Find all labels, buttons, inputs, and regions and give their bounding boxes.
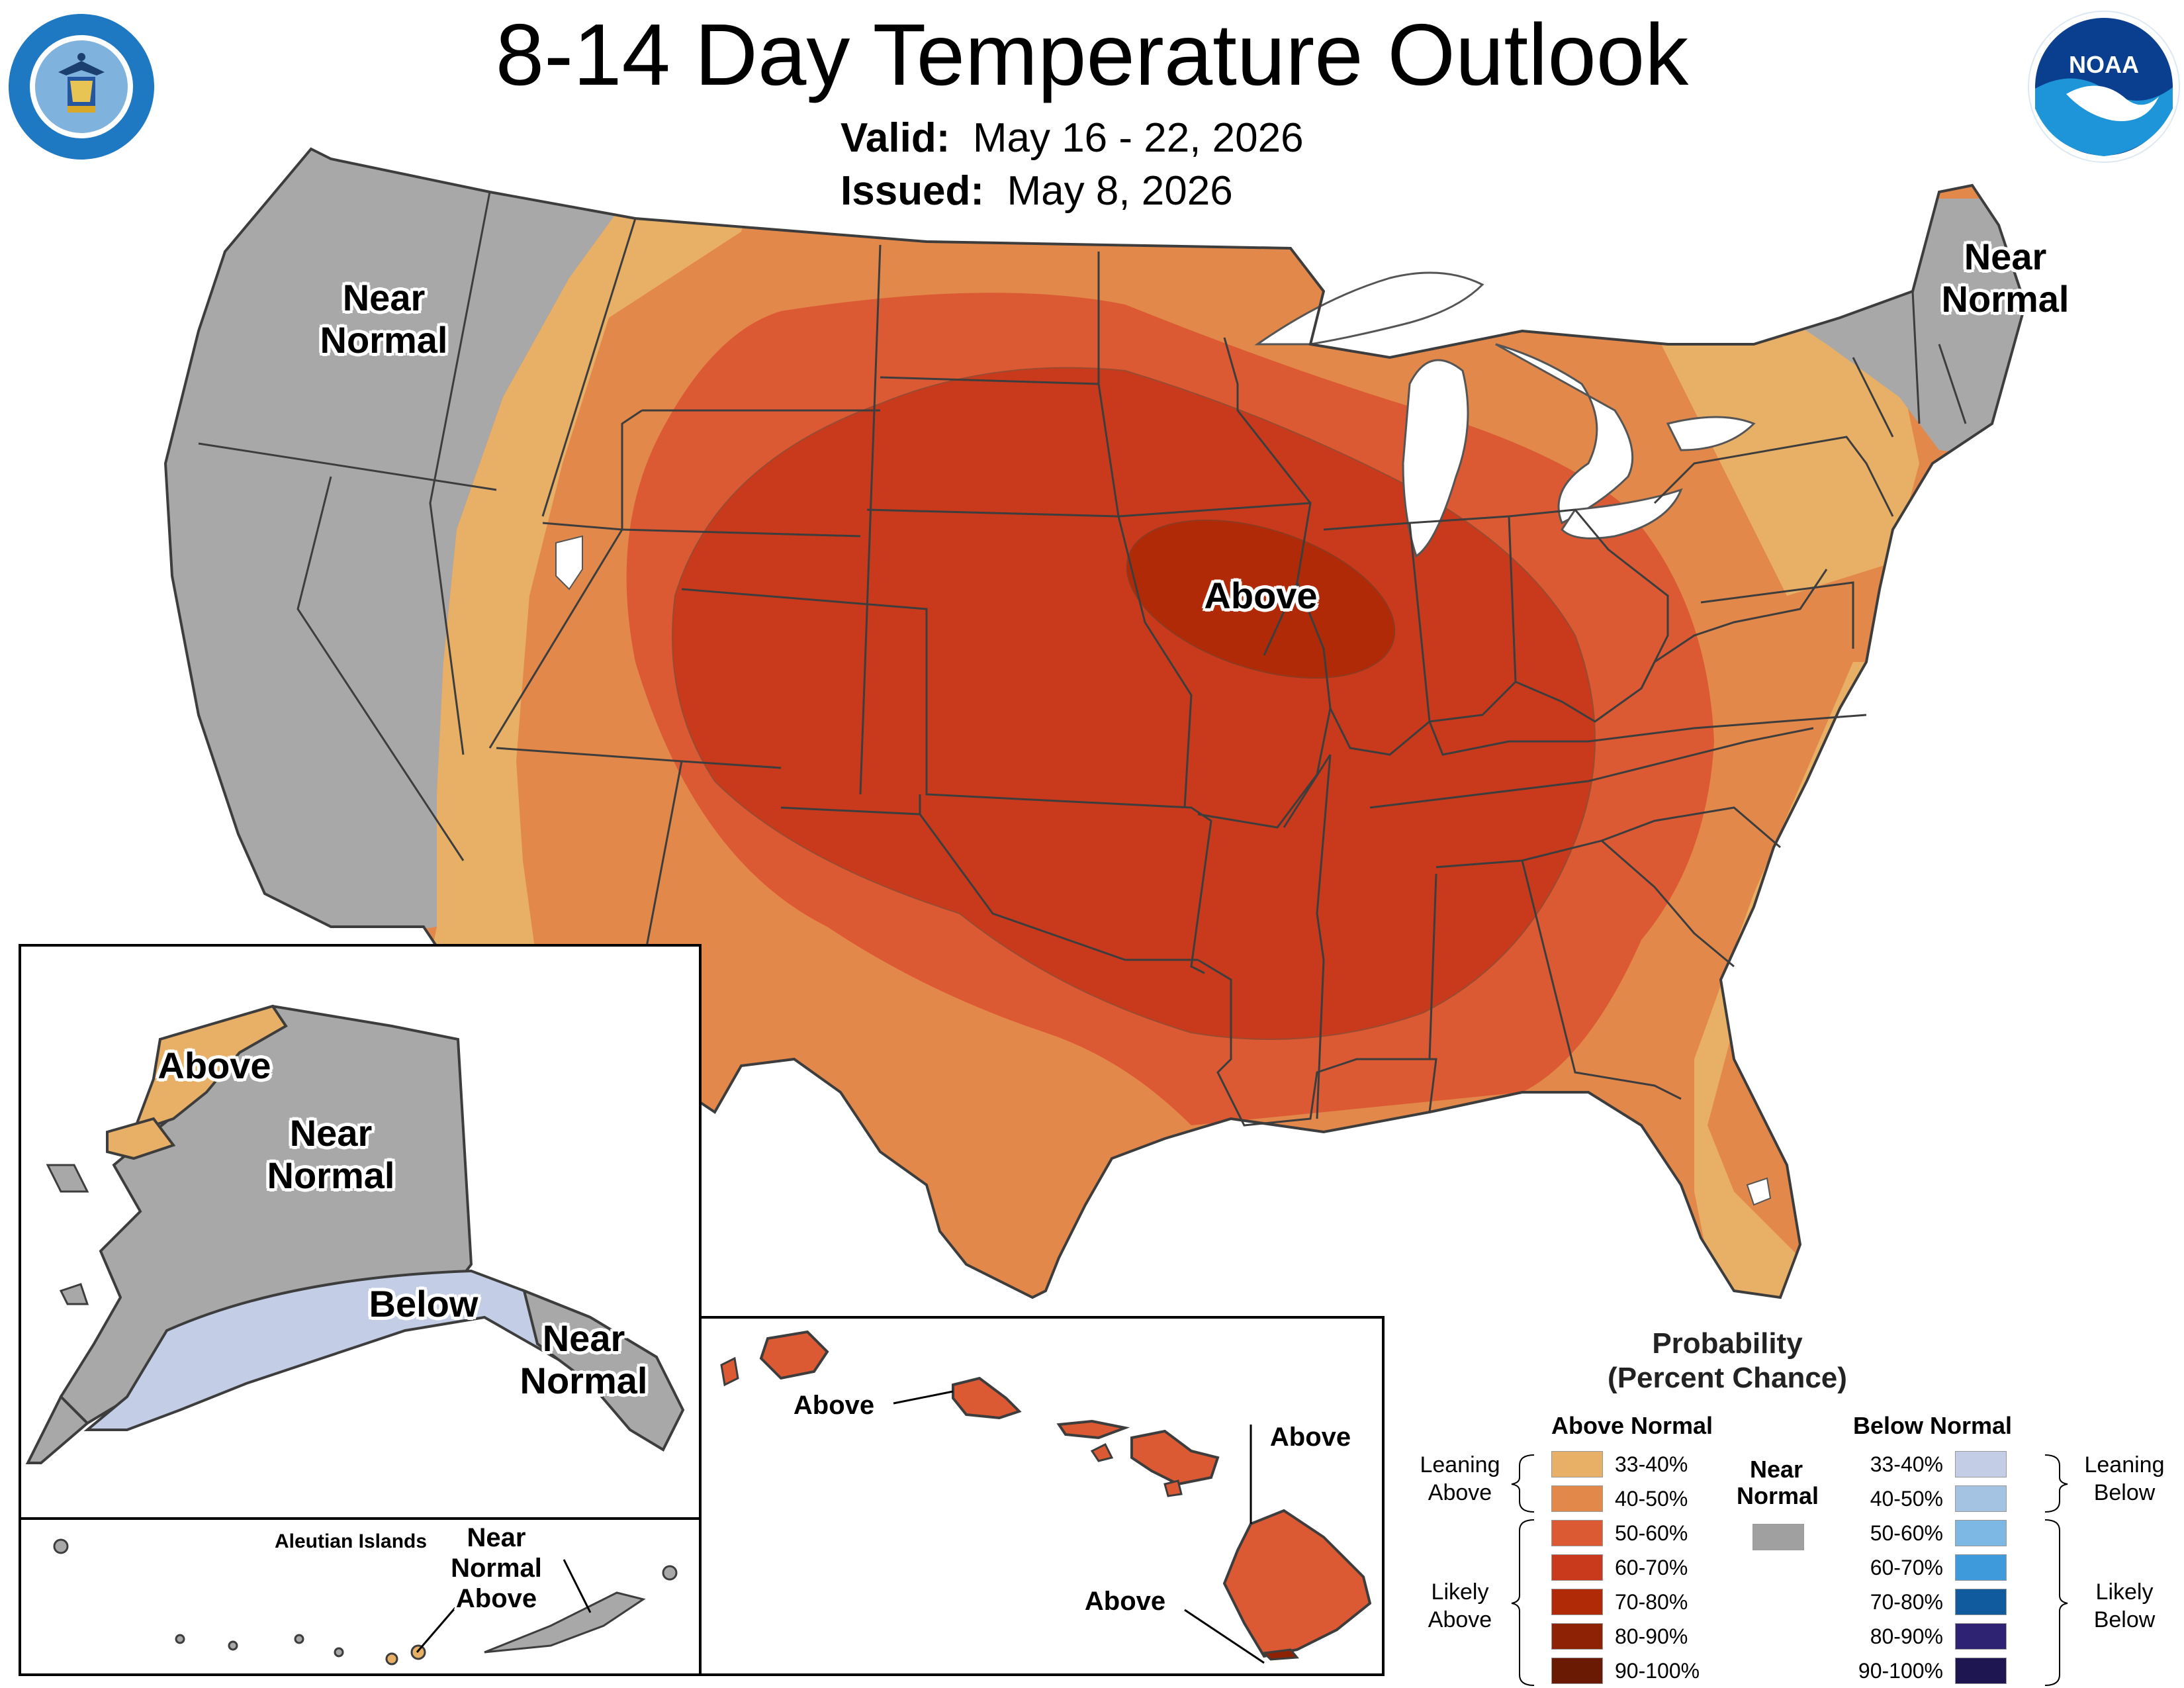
legend-below-range-label: 33-40% bbox=[1870, 1452, 1943, 1476]
legend-near-header: Near Normal bbox=[1737, 1456, 1819, 1509]
legend-above-range-label: 33-40% bbox=[1615, 1452, 1688, 1476]
noaa-logo-text: NOAA bbox=[2069, 51, 2139, 78]
label-conus-center: Above bbox=[1204, 575, 1318, 616]
aleutian-inset bbox=[19, 1517, 702, 1676]
legend-below-range-label: 90-100% bbox=[1858, 1659, 1943, 1683]
legend-above-range-label: 90-100% bbox=[1615, 1659, 1700, 1683]
legend-above-swatch bbox=[1551, 1589, 1603, 1615]
legend-below-swatch bbox=[1955, 1485, 2007, 1512]
legend-below-row: 50-60% bbox=[1857, 1516, 2007, 1550]
aleutian-map bbox=[53, 1538, 678, 1665]
legend-above-row: 50-60% bbox=[1551, 1516, 1700, 1550]
legend-below-range-label: 80-90% bbox=[1870, 1624, 1943, 1648]
alaska-inset bbox=[19, 944, 702, 1520]
issued-label: Issued: bbox=[841, 168, 985, 214]
legend-below-range-label: 50-60% bbox=[1870, 1521, 1943, 1545]
legend-above-row: 70-80% bbox=[1551, 1585, 1700, 1619]
hawaii-inset bbox=[699, 1316, 1385, 1676]
label-conus-west: Near Normal bbox=[320, 277, 448, 361]
legend-above-range-label: 60-70% bbox=[1615, 1556, 1688, 1579]
legend-title: Probability (Percent Chance) bbox=[1608, 1327, 1847, 1394]
legend-below-swatch bbox=[1955, 1451, 2007, 1477]
legend-above-range-label: 70-80% bbox=[1615, 1590, 1688, 1614]
noaa-logo-icon: NOAA bbox=[2028, 11, 2180, 163]
legend-above-row: 60-70% bbox=[1551, 1550, 1700, 1585]
legend-above-swatch bbox=[1551, 1554, 1603, 1581]
label-alaska-south: Below bbox=[369, 1283, 478, 1325]
legend-below-swatch bbox=[1955, 1589, 2007, 1615]
valid-date-line: Valid: May 16 - 22, 2026 bbox=[841, 114, 1304, 163]
label-alaska-northwest: Above bbox=[158, 1045, 271, 1086]
legend-above-swatch bbox=[1551, 1520, 1603, 1546]
legend-near-swatch bbox=[1752, 1524, 1804, 1550]
legend-above-bins: 33-40% 40-50% 50-60% 60-70% 70-80% 80-90% 90-1… bbox=[1551, 1447, 1700, 1688]
label-hawaii-maui: Above bbox=[1269, 1423, 1351, 1452]
valid-label: Valid: bbox=[841, 115, 950, 161]
label-conus-northeast: Near Normal bbox=[1941, 236, 2070, 320]
legend-brackets bbox=[1511, 1454, 2068, 1686]
legend-leaning-below: Leaning Below bbox=[2084, 1452, 2165, 1505]
legend-below-range-label: 60-70% bbox=[1870, 1556, 1943, 1579]
legend-below-row: 80-90% bbox=[1857, 1619, 2007, 1654]
legend-below-swatch bbox=[1955, 1520, 2007, 1546]
legend-above-range-label: 40-50% bbox=[1615, 1487, 1688, 1511]
map-title: 8-14 Day Temperature Outlook bbox=[495, 6, 1689, 103]
legend-above-swatch bbox=[1551, 1658, 1603, 1684]
legend: Probability (Percent Chance) Above Norma… bbox=[1390, 1324, 2184, 1688]
legend-above-range-label: 50-60% bbox=[1615, 1521, 1688, 1545]
legend-above-row: 33-40% bbox=[1551, 1447, 1700, 1481]
label-hawaii-big-island: Above bbox=[1084, 1587, 1166, 1616]
legend-below-range-label: 70-80% bbox=[1870, 1590, 1943, 1614]
commerce-seal-icon bbox=[6, 11, 157, 162]
legend-below-row: 90-100% bbox=[1857, 1654, 2007, 1688]
legend-below-swatch bbox=[1955, 1623, 2007, 1650]
legend-above-row: 80-90% bbox=[1551, 1619, 1700, 1654]
issued-value: May 8, 2026 bbox=[1007, 168, 1233, 214]
legend-above-range-label: 80-90% bbox=[1615, 1624, 1688, 1648]
legend-above-swatch bbox=[1551, 1451, 1603, 1477]
valid-value: May 16 - 22, 2026 bbox=[972, 115, 1304, 161]
legend-below-row: 60-70% bbox=[1857, 1550, 2007, 1585]
label-alaska-southeast: Near Normal bbox=[520, 1317, 648, 1401]
issued-date-line: Issued: May 8, 2026 bbox=[841, 167, 1233, 216]
legend-above-swatch bbox=[1551, 1623, 1603, 1650]
label-alaska-interior: Near Normal bbox=[267, 1112, 395, 1196]
legend-below-row: 70-80% bbox=[1857, 1585, 2007, 1619]
legend-likely-above: Likely Above bbox=[1428, 1579, 1492, 1632]
legend-above-swatch bbox=[1551, 1485, 1603, 1512]
legend-below-swatch bbox=[1955, 1554, 2007, 1581]
legend-above-header: Above Normal bbox=[1551, 1412, 1713, 1439]
label-aleutian-title: Aleutian Islands bbox=[274, 1530, 428, 1552]
legend-leaning-above: Leaning Above bbox=[1420, 1452, 1500, 1505]
legend-below-header: Below Normal bbox=[1853, 1412, 2013, 1439]
hawaii-map bbox=[720, 1330, 1372, 1664]
label-aleutian: Near Normal Above bbox=[451, 1523, 542, 1613]
legend-likely-below: Likely Below bbox=[2093, 1579, 2156, 1632]
legend-above-row: 90-100% bbox=[1551, 1654, 1700, 1688]
legend-below-row: 40-50% bbox=[1857, 1481, 2007, 1516]
legend-below-swatch bbox=[1955, 1658, 2007, 1684]
alaska-map bbox=[25, 1004, 685, 1464]
legend-below-row: 33-40% bbox=[1857, 1447, 2007, 1481]
legend-below-range-label: 40-50% bbox=[1870, 1487, 1943, 1511]
legend-above-row: 40-50% bbox=[1551, 1481, 1700, 1516]
label-hawaii-kauai-oahu: Above bbox=[793, 1391, 875, 1420]
legend-below-bins: 33-40% 40-50% 50-60% 60-70% 70-80% 80-90% 90-1… bbox=[1857, 1447, 2007, 1688]
